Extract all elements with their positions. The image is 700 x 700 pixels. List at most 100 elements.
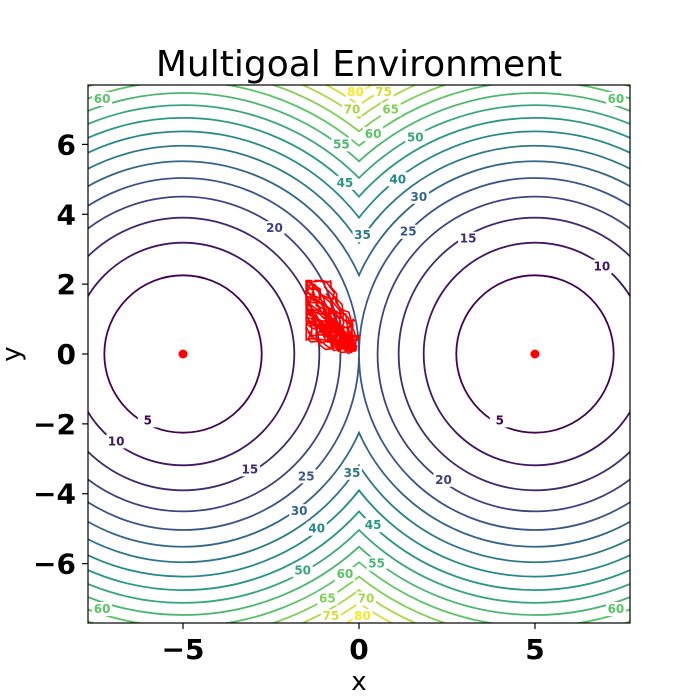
- contour-label: 70: [358, 592, 375, 606]
- contour-label-bg: [106, 434, 127, 449]
- contour-line-10: [88, 241, 296, 467]
- goal-markers: [178, 349, 540, 359]
- trajectory-path: [305, 327, 351, 351]
- x-axis: −5 0 5: [162, 623, 545, 666]
- contour-label: 80: [354, 609, 371, 623]
- contour-label: 60: [608, 92, 625, 106]
- contour-label-bg: [352, 228, 373, 243]
- contour-line-50: [359, 104, 630, 604]
- contour-label-bg: [433, 472, 454, 487]
- contour-line-20: [376, 195, 630, 513]
- contour-line-45: [359, 117, 630, 591]
- trajectory-path: [305, 289, 354, 351]
- contour-label-bg: [331, 137, 352, 152]
- contour-label-bg: [408, 189, 429, 204]
- contour-line-45: [88, 117, 359, 591]
- contour-label-bg: [320, 609, 341, 623]
- contour-label: 20: [266, 221, 283, 235]
- contour-label: 80: [347, 85, 364, 99]
- contour-label-bg: [292, 563, 313, 578]
- contour-label-bg: [306, 521, 327, 536]
- x-tick-label: −5: [162, 633, 205, 666]
- contour-label: 60: [365, 127, 382, 141]
- contour-label: 75: [322, 609, 339, 623]
- goal-point: [178, 349, 188, 359]
- contour-label-bg: [591, 259, 612, 274]
- contour-line-25: [88, 177, 359, 531]
- y-axis: −6 −4 −2 0 2 4 6: [33, 128, 88, 581]
- contour-line-30: [359, 160, 630, 548]
- contour-label: 45: [365, 518, 382, 532]
- contour-label-bg: [92, 91, 113, 106]
- contour-labels: 5 510101515202025253030353540404545505055…: [92, 85, 626, 623]
- contour-label-bg: [398, 224, 419, 239]
- contour-label-bg: [296, 469, 317, 484]
- contour-label: 55: [333, 137, 350, 151]
- contour-line-40: [359, 130, 630, 578]
- contour-line-10: [422, 241, 630, 467]
- y-tick-label: 4: [57, 198, 76, 231]
- contour-label-bg: [341, 102, 362, 117]
- contour-label: 30: [410, 190, 427, 204]
- contour-label-bg: [334, 175, 355, 190]
- contour-lines: [88, 85, 630, 623]
- contour-label-bg: [289, 504, 310, 519]
- contour-label-bg: [380, 102, 401, 117]
- contour-label: 60: [94, 602, 111, 616]
- contour-label: 50: [407, 130, 424, 144]
- contour-label: 10: [108, 434, 125, 448]
- contour-line-15: [397, 216, 630, 492]
- contour-label: 65: [319, 592, 336, 606]
- y-tick-label: 0: [57, 338, 76, 371]
- x-tick-label: 0: [349, 633, 368, 666]
- trajectory-path: [308, 279, 359, 348]
- contour-label-bg: [356, 591, 377, 606]
- contour-label: 10: [593, 260, 610, 274]
- contour-label: 45: [337, 176, 354, 190]
- contour-label: 60: [608, 602, 625, 616]
- y-tick-label: 6: [57, 128, 76, 161]
- x-axis-label: x: [351, 667, 366, 697]
- y-axis-label: y: [0, 346, 27, 361]
- contour-label-bg: [458, 231, 479, 246]
- trajectory-path: [348, 318, 358, 353]
- contour-label: 50: [294, 564, 311, 578]
- trajectory-path: [323, 313, 351, 350]
- contour-label: 35: [344, 466, 361, 480]
- x-tick-label: 5: [525, 633, 544, 666]
- contour-label: 35: [354, 228, 371, 242]
- contour-label: 15: [242, 462, 259, 476]
- contour-label: 25: [400, 225, 417, 239]
- contour-label-bg: [341, 465, 362, 480]
- contour-label: 60: [94, 92, 111, 106]
- contour-label-bg: [605, 602, 626, 617]
- contour-label-bg: [317, 591, 338, 606]
- contour-label-bg: [363, 126, 384, 141]
- contour-label: 60: [337, 567, 354, 581]
- contour-label-bg: [264, 221, 285, 236]
- contour-line-55: [359, 92, 630, 616]
- contour-label: 25: [298, 469, 315, 483]
- goal-point: [530, 349, 540, 359]
- contour-label: 75: [375, 85, 392, 99]
- contour-label-bg: [387, 172, 408, 187]
- contour-line-35: [359, 144, 630, 564]
- plot-area: 5 510101515202025253030353540404545505055…: [88, 85, 630, 623]
- chart-title: Multigoal Environment: [156, 44, 562, 85]
- contour-label-bg: [334, 567, 355, 582]
- contour-line-35: [88, 144, 359, 564]
- contour-label: 20: [435, 473, 452, 487]
- contour-line-50: [88, 104, 359, 604]
- contour-label: 15: [460, 232, 477, 246]
- trajectory-path: [319, 279, 354, 343]
- contour-label-bg: [92, 602, 113, 617]
- contour-label-bg: [373, 85, 394, 99]
- contour-line-20: [88, 195, 342, 513]
- contour-label: 40: [389, 172, 406, 186]
- contour-label: 5: [144, 413, 152, 427]
- contour-line-25: [359, 177, 630, 531]
- trajectory-path: [310, 323, 351, 348]
- contour-label: 55: [368, 557, 385, 571]
- contour-label: 5: [496, 413, 504, 427]
